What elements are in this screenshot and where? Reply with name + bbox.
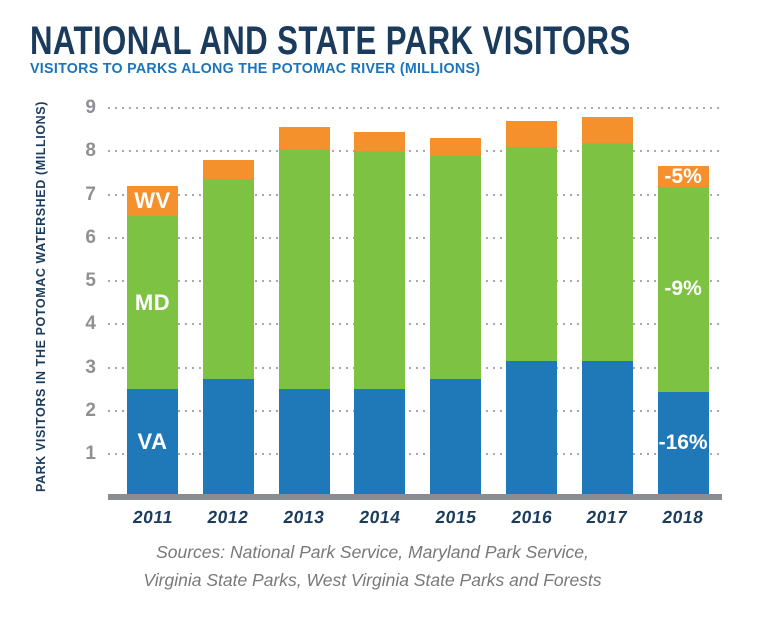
bar-segment-2018-md: -9% <box>657 187 709 392</box>
gridline-5 <box>108 280 722 283</box>
y-tick-label-8: 8 <box>85 140 96 162</box>
bar-segment-2018-va: -16% <box>657 391 709 494</box>
x-tick-label-2017: 2017 <box>585 507 630 527</box>
x-tick-label-2014: 2014 <box>358 507 402 527</box>
gridline-3 <box>108 366 722 369</box>
y-tick-label-4: 4 <box>85 313 96 335</box>
bar-segment-2016-va <box>506 361 557 494</box>
gridline-9 <box>108 106 722 109</box>
chart-title: NATIONAL AND STATE PARK VISITORS <box>30 19 631 63</box>
x-tick-label-2011: 2011 <box>131 507 174 527</box>
bar-segment-2014-va <box>354 389 406 494</box>
y-tick-label-2: 2 <box>85 400 96 421</box>
y-tick-label-6: 6 <box>85 226 96 248</box>
bar-segment-2013-va <box>278 389 330 494</box>
y-tick-label-7: 7 <box>85 183 96 205</box>
segment-label-2018-md: -9% <box>664 277 702 301</box>
bar-segment-2015-md <box>430 155 482 379</box>
bar-segment-2015-wv <box>430 138 482 156</box>
y-tick-label-9: 9 <box>85 96 96 118</box>
bar-segment-2012-md <box>202 179 254 379</box>
bar-segment-2012-va <box>202 378 254 494</box>
bar-segment-2018-wv: -5% <box>657 164 709 188</box>
gridline-1 <box>108 453 722 456</box>
sources-line-1: Sources: National Park Service, Maryland… <box>156 542 589 562</box>
sources-note: Sources: National Park Service, Maryland… <box>0 539 745 594</box>
bar-segment-2017-va <box>581 361 633 494</box>
x-tick-label-2015: 2015 <box>433 507 478 527</box>
y-tick-label-5: 5 <box>85 270 96 292</box>
gridline-7 <box>108 193 722 196</box>
gridline-8 <box>108 150 722 153</box>
chart-subtitle: VISITORS TO PARKS ALONG THE POTOMAC RIVE… <box>30 60 481 77</box>
segment-label-2011-md: MD <box>134 289 171 315</box>
x-tick-label-2016: 2016 <box>509 507 554 527</box>
bar-segment-2013-md <box>278 149 330 390</box>
bar-segment-2015-va <box>430 378 482 494</box>
x-tick-label-2012: 2012 <box>206 507 251 527</box>
bar-segment-2013-wv <box>278 127 330 150</box>
x-axis-baseline <box>108 494 722 500</box>
bar-segment-2014-wv <box>354 131 406 152</box>
bar-segment-2012-wv <box>202 159 254 180</box>
gridline-4 <box>108 323 722 326</box>
bar-segment-2017-wv <box>581 116 633 143</box>
bar-segment-2011-va: VA <box>127 389 178 494</box>
plot-area: VA MD WV -16% -9% -5% <box>108 100 722 494</box>
x-tick-label-2013: 2013 <box>282 507 327 527</box>
x-tick-label-2018: 2018 <box>661 507 706 527</box>
segment-label-2018-wv: -5% <box>664 164 702 188</box>
bar-segment-2016-wv <box>506 120 557 147</box>
sources-line-2: Virginia State Parks, West Virginia Stat… <box>143 569 602 590</box>
y-tick-label-3: 3 <box>85 356 96 378</box>
bar-segment-2014-md <box>354 151 406 390</box>
segment-label-2011-wv: WV <box>134 187 171 213</box>
y-tick-label-1: 1 <box>85 443 96 465</box>
gridline-6 <box>108 236 722 239</box>
bar-segment-2011-md: MD <box>127 216 178 390</box>
gridline-2 <box>108 410 722 412</box>
segment-label-2018-va: -16% <box>658 430 708 454</box>
bar-segment-2016-md <box>506 146 557 362</box>
segment-label-2011-va: VA <box>137 428 168 454</box>
bar-segment-2011-wv: WV <box>127 185 178 217</box>
y-axis-title: PARK VISITORS IN THE POTOMAC WATERSHED (… <box>34 101 48 493</box>
bar-segment-2017-md <box>581 142 633 362</box>
